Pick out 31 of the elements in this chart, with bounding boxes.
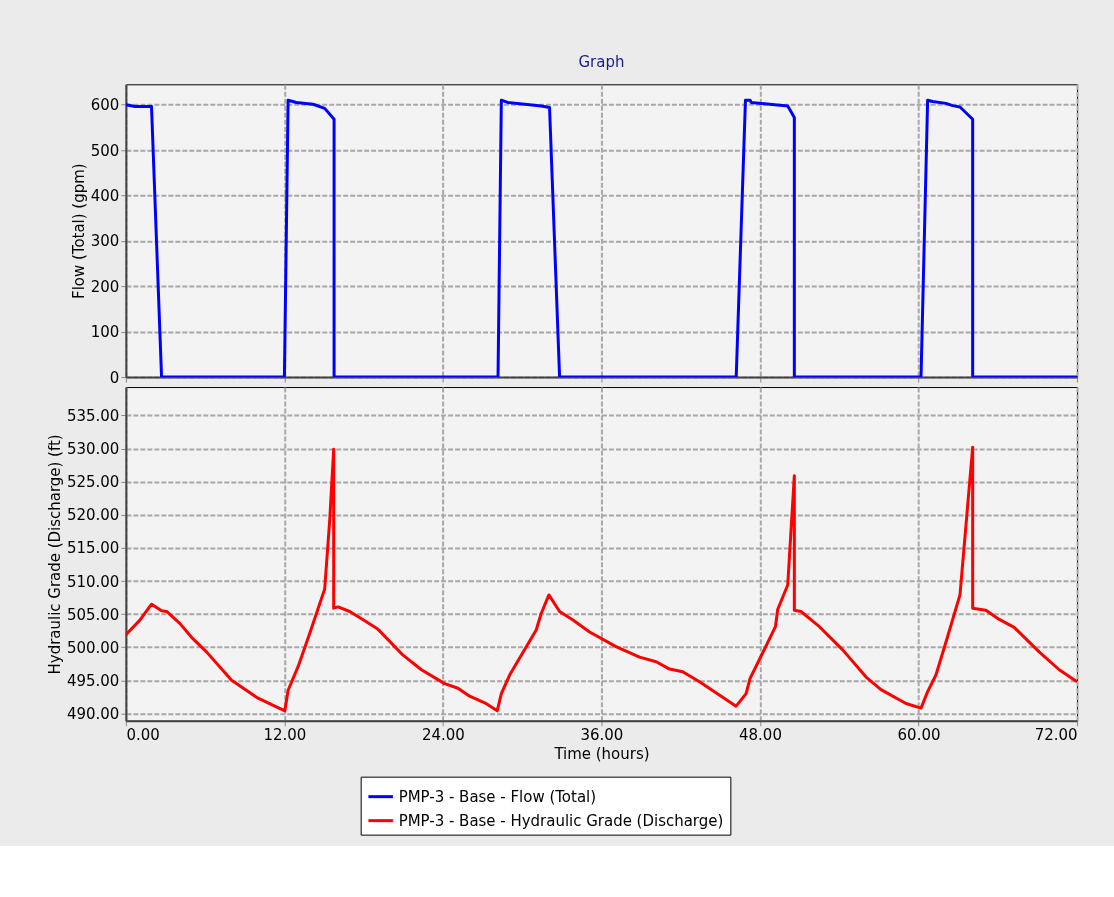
y-tick-label: 530.00 — [67, 440, 120, 459]
legend-label: PMP-3 - Base - Hydraulic Grade (Discharge) — [398, 811, 724, 830]
chart-title: Graph — [578, 53, 625, 72]
x-axis-title: Time (hours) — [553, 745, 650, 764]
y-tick-label: 100 — [90, 323, 120, 342]
x-tick-label: 24.00 — [422, 726, 465, 745]
y-tick-label: 500 — [90, 141, 120, 160]
y-tick-label: 500.00 — [67, 638, 120, 657]
x-tick-label: 36.00 — [580, 726, 624, 745]
y-tick-label: 510.00 — [67, 572, 120, 591]
legend-label: PMP-3 - Base - Flow (Total) — [398, 787, 597, 806]
y-tick-label: 600 — [90, 96, 120, 115]
y-tick-label: 490.00 — [67, 704, 120, 723]
y-tick-label: 535.00 — [67, 407, 120, 425]
y-axis-title: Hydraulic Grade (Discharge) (ft) — [45, 434, 64, 675]
y-axis-title: Flow (Total) (gpm) — [69, 163, 88, 299]
x-tick-label: 0.00 — [126, 726, 160, 745]
y-tick-label: 300 — [90, 232, 120, 251]
y-tick-label: 200 — [90, 277, 120, 296]
y-tick-label: 495.00 — [67, 671, 120, 690]
y-tick-label: 525.00 — [67, 473, 120, 492]
x-tick-label: 72.00 — [1034, 726, 1078, 745]
line-series — [125, 445, 1078, 713]
y-tick-label: 0 — [109, 368, 120, 387]
x-tick-label: 12.00 — [263, 726, 307, 745]
x-tick-label: 60.00 — [897, 726, 941, 745]
x-tick-label: 48.00 — [739, 726, 782, 745]
y-tick-label: 515.00 — [67, 539, 120, 558]
y-tick-label: 520.00 — [67, 506, 120, 525]
y-tick-label: 505.00 — [67, 605, 120, 624]
y-tick-label: 400 — [90, 186, 120, 205]
